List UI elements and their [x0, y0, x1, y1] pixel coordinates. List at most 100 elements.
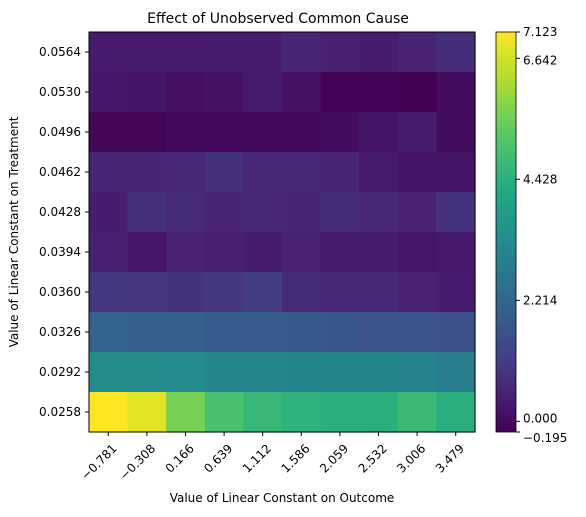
- heatmap-cell: [397, 72, 437, 113]
- heatmap-cell: [282, 112, 322, 153]
- heatmap-cell: [243, 352, 283, 393]
- heatmap-cell: [436, 312, 476, 353]
- heatmap-cell: [127, 72, 167, 113]
- colorbar-tick-label: 2.214: [523, 293, 557, 307]
- heatmap-cell: [436, 32, 476, 73]
- heatmap-cell: [89, 152, 129, 193]
- heatmap-cell: [282, 312, 322, 353]
- heatmap-cell: [397, 352, 437, 393]
- heatmap-cell: [359, 72, 399, 113]
- heatmap-cell: [359, 272, 399, 313]
- colorbar-tick-label: 6.642: [523, 53, 557, 67]
- y-tick-label: 0.0564: [39, 45, 81, 59]
- heatmap-cell: [166, 32, 206, 73]
- heatmap-cell: [282, 272, 322, 313]
- x-tick-label: 2.059: [317, 441, 351, 475]
- y-tick-label: 0.0292: [39, 365, 81, 379]
- heatmap-cell: [282, 72, 322, 113]
- heatmap-cell: [359, 232, 399, 273]
- heatmap-cell: [89, 272, 129, 313]
- x-tick-label: 0.166: [163, 441, 197, 475]
- y-axis: 0.0564 0.0530 0.0496 0.0462 0.0428 0.0394 0.03…: [39, 45, 89, 419]
- heatmap-cell: [204, 32, 244, 73]
- heatmap-cell: [89, 72, 129, 113]
- heatmap-cell: [204, 272, 244, 313]
- heatmap-cell: [320, 312, 360, 353]
- heatmap-cell: [282, 32, 322, 73]
- heatmap-cell: [89, 392, 129, 433]
- heatmap-cell: [127, 192, 167, 233]
- y-tick-label: 0.0530: [39, 85, 81, 99]
- y-tick-label: 0.0360: [39, 285, 81, 299]
- x-tick-label: 1.112: [240, 441, 274, 475]
- heatmap-cell: [397, 152, 437, 193]
- y-tick-label: 0.0462: [39, 165, 81, 179]
- heatmap-cell: [282, 232, 322, 273]
- heatmap-cell: [282, 352, 322, 393]
- heatmap-cell: [397, 312, 437, 353]
- heatmap-cell: [243, 72, 283, 113]
- x-axis: −0.781−0.308 0.166 0.639 1.112 1.586 2.059 2.5…: [78, 432, 467, 483]
- heatmap-cell: [204, 232, 244, 273]
- x-tick-label: 0.639: [201, 441, 235, 475]
- x-tick-label: 3.006: [394, 441, 428, 475]
- heatmap-cell: [436, 152, 476, 193]
- heatmap-cell: [320, 192, 360, 233]
- heatmap-cell: [166, 72, 206, 113]
- heatmap-cell: [204, 72, 244, 113]
- heatmap-cell: [89, 112, 129, 153]
- heatmap-cell: [166, 272, 206, 313]
- heatmap-cell: [320, 32, 360, 73]
- colorbar-tick-label: −0.195: [523, 431, 567, 445]
- heatmap-cell: [282, 392, 322, 433]
- x-tick-label: 1.586: [278, 441, 312, 475]
- colorbar-axis: −0.195 0.000 2.214 4.428 6.642 7.123: [516, 25, 567, 445]
- heatmap-cell: [359, 392, 399, 433]
- heatmap-cell: [89, 32, 129, 73]
- heatmap-cell: [204, 312, 244, 353]
- y-tick-label: 0.0428: [39, 205, 81, 219]
- heatmap-cell: [359, 32, 399, 73]
- heatmap-cell: [282, 152, 322, 193]
- heatmap-cell: [204, 112, 244, 153]
- heatmap-cell: [320, 152, 360, 193]
- heatmap-cell: [436, 352, 476, 393]
- heatmap-cell: [243, 152, 283, 193]
- heatmap-cell: [282, 192, 322, 233]
- heatmap-cell: [127, 392, 167, 433]
- chart-title: Effect of Unobserved Common Cause: [147, 11, 409, 27]
- x-tick-label: −0.308: [117, 441, 158, 482]
- heatmap-cell: [436, 232, 476, 273]
- heatmap-cell: [243, 312, 283, 353]
- heatmap-cell: [436, 392, 476, 433]
- heatmap-cell: [127, 32, 167, 73]
- heatmap-cell: [320, 72, 360, 113]
- heatmap-cell: [359, 312, 399, 353]
- y-tick-label: 0.0326: [39, 325, 81, 339]
- heatmap-cell: [397, 192, 437, 233]
- heatmap-cell: [359, 352, 399, 393]
- heatmap-cell: [127, 152, 167, 193]
- heatmap-cell: [436, 272, 476, 313]
- heatmap-cell: [127, 352, 167, 393]
- heatmap-cell: [320, 392, 360, 433]
- colorbar-tick-label: 7.123: [523, 25, 557, 39]
- heatmap-cell: [166, 232, 206, 273]
- heatmap-cell: [243, 32, 283, 73]
- colorbar-tick-label: 4.428: [523, 172, 557, 186]
- heatmap-cell: [166, 312, 206, 353]
- heatmap-cell: [397, 272, 437, 313]
- heatmap-cells: [89, 32, 476, 433]
- heatmap-cell: [397, 232, 437, 273]
- heatmap-cell: [243, 232, 283, 273]
- heatmap-cell: [436, 192, 476, 233]
- heatmap-cell: [89, 232, 129, 273]
- heatmap-cell: [359, 112, 399, 153]
- heatmap-cell: [166, 392, 206, 433]
- heatmap-cell: [166, 352, 206, 393]
- heatmap-cell: [166, 112, 206, 153]
- heatmap-cell: [127, 312, 167, 353]
- heatmap-cell: [166, 152, 206, 193]
- heatmap-cell: [320, 232, 360, 273]
